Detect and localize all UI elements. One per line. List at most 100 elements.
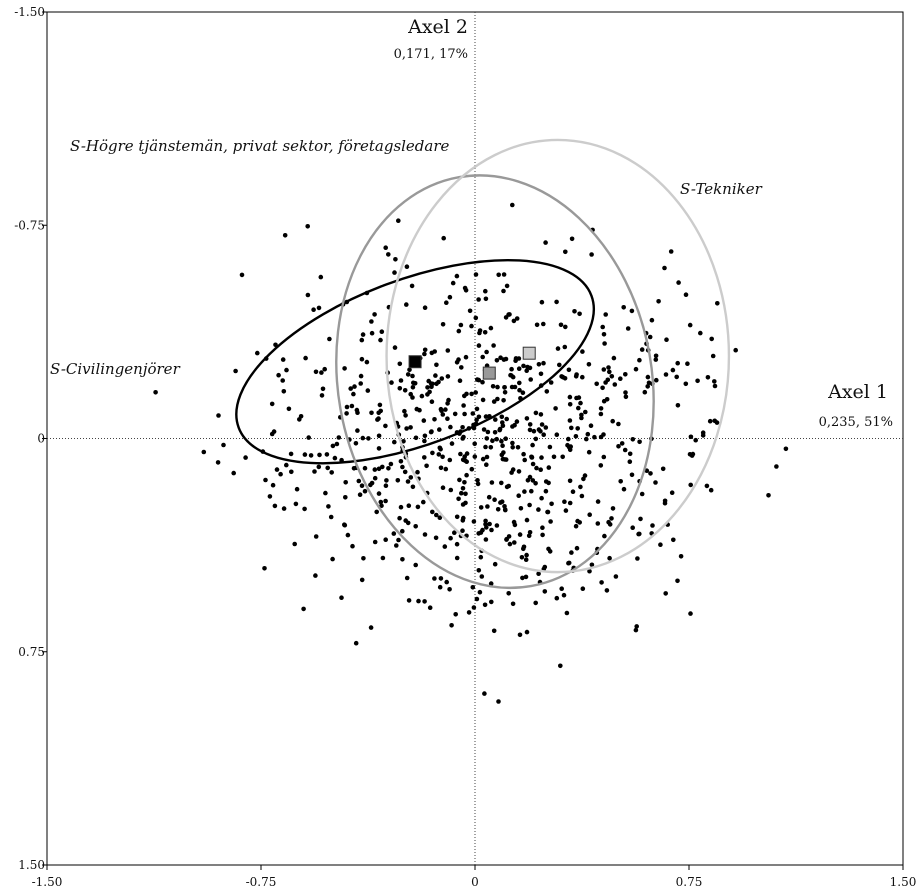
- data-point: [410, 385, 416, 390]
- data-point: [422, 438, 427, 444]
- data-point: [280, 357, 286, 362]
- data-point: [543, 479, 549, 484]
- data-point: [429, 429, 434, 434]
- data-point: [514, 419, 520, 424]
- data-point: [616, 421, 621, 427]
- data-point: [540, 532, 545, 538]
- data-point: [503, 436, 509, 442]
- group-center-2: [522, 346, 536, 360]
- data-point: [369, 319, 374, 324]
- data-point: [534, 465, 539, 471]
- data-point: [294, 486, 300, 492]
- data-point: [488, 445, 494, 450]
- data-point: [733, 347, 738, 353]
- data-point: [683, 381, 689, 387]
- data-point: [408, 425, 413, 430]
- data-point: [528, 377, 533, 382]
- data-point: [432, 417, 437, 422]
- data-point: [201, 449, 207, 455]
- data-point: [302, 506, 307, 512]
- data-point: [411, 380, 416, 386]
- data-point: [409, 283, 415, 289]
- data-point: [284, 367, 289, 373]
- data-point: [559, 586, 564, 591]
- data-point: [284, 462, 289, 468]
- data-point: [516, 356, 522, 361]
- data-point: [302, 452, 308, 457]
- data-point: [463, 354, 469, 360]
- data-point: [698, 330, 703, 336]
- data-point: [562, 499, 567, 505]
- data-point: [481, 427, 487, 432]
- data-point: [513, 358, 518, 364]
- data-point: [619, 441, 625, 446]
- data-point: [466, 610, 472, 615]
- data-point: [267, 494, 273, 499]
- data-point: [573, 523, 579, 529]
- data-point: [583, 409, 588, 415]
- data-point: [469, 466, 475, 472]
- data-point: [524, 552, 529, 558]
- data-point: [469, 391, 474, 397]
- data-point: [629, 472, 635, 478]
- data-point: [405, 372, 411, 377]
- data-point: [448, 424, 453, 430]
- data-point: [470, 411, 476, 416]
- data-point: [668, 249, 674, 254]
- data-point: [491, 628, 497, 634]
- data-point: [546, 546, 551, 552]
- data-point: [413, 435, 419, 441]
- data-point: [282, 233, 288, 238]
- data-point: [452, 411, 458, 417]
- data-point: [595, 521, 601, 526]
- data-point: [486, 494, 492, 500]
- data-point: [502, 390, 508, 395]
- data-point: [521, 546, 526, 552]
- data-point: [443, 466, 449, 472]
- data-point: [471, 519, 477, 524]
- data-point: [305, 224, 311, 229]
- data-point: [512, 522, 518, 528]
- data-point: [521, 451, 526, 457]
- data-point: [572, 309, 577, 314]
- data-point: [607, 555, 612, 561]
- data-point: [361, 556, 366, 561]
- data-point: [400, 528, 405, 534]
- data-point: [461, 434, 466, 440]
- data-point: [636, 531, 641, 537]
- data-point: [281, 506, 287, 511]
- data-point: [383, 483, 389, 489]
- data-point: [470, 585, 476, 590]
- data-point: [601, 398, 607, 404]
- data-point: [658, 542, 663, 547]
- data-point: [630, 437, 636, 442]
- data-point: [555, 346, 561, 351]
- data-point: [462, 411, 467, 417]
- data-point: [491, 399, 497, 404]
- data-point: [351, 391, 356, 397]
- data-point: [365, 388, 371, 393]
- data-point: [445, 374, 451, 379]
- data-point: [566, 560, 571, 566]
- data-point: [434, 512, 439, 518]
- data-point: [301, 606, 306, 612]
- data-point: [601, 332, 607, 337]
- data-point: [416, 598, 421, 604]
- data-point: [662, 500, 668, 506]
- data-point: [456, 357, 461, 362]
- data-point: [404, 575, 410, 581]
- data-point: [622, 447, 628, 453]
- data-point: [422, 455, 427, 460]
- data-point: [360, 332, 366, 337]
- data-point: [364, 359, 370, 365]
- data-point: [635, 556, 640, 561]
- data-point: [483, 518, 488, 524]
- data-point: [648, 471, 653, 476]
- data-point: [403, 413, 408, 418]
- data-point: [440, 454, 445, 460]
- data-point: [539, 422, 545, 427]
- data-point: [519, 555, 525, 560]
- data-point: [567, 402, 573, 407]
- data-point: [473, 272, 479, 277]
- data-point: [598, 434, 604, 440]
